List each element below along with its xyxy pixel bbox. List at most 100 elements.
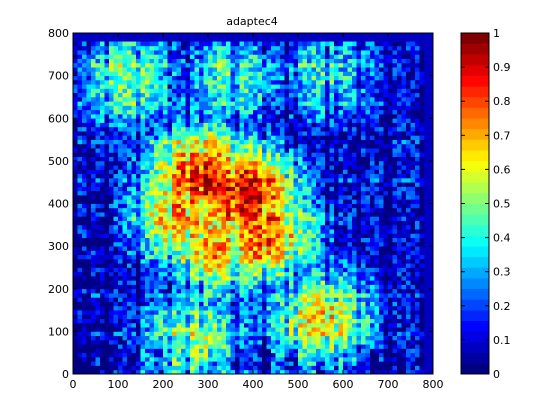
heatmap-cell <box>298 79 303 85</box>
heatmap-cell <box>176 263 182 268</box>
heatmap-cell <box>163 314 168 319</box>
heatmap-cell <box>298 241 303 247</box>
heatmap-cell <box>221 126 227 132</box>
heatmap-cell <box>257 229 263 234</box>
heatmap-cell <box>185 224 191 230</box>
heatmap-cell <box>208 131 213 136</box>
heatmap-cell <box>199 352 204 358</box>
heatmap-cell <box>352 267 357 273</box>
heatmap-cell <box>136 310 141 315</box>
heatmap-cell <box>221 220 227 226</box>
heatmap-cell <box>208 314 213 319</box>
heatmap-cell <box>275 246 281 251</box>
heatmap-cell <box>334 356 339 362</box>
heatmap-cell <box>136 237 141 243</box>
heatmap-cell <box>145 339 150 345</box>
heatmap-cell <box>73 352 78 358</box>
heatmap-cell <box>104 258 110 264</box>
heatmap-cell <box>154 301 159 307</box>
heatmap-cell <box>167 160 173 166</box>
heatmap-cell <box>167 54 173 59</box>
heatmap-cell <box>131 241 137 247</box>
heatmap-cell <box>91 75 96 81</box>
heatmap-cell <box>109 165 114 170</box>
heatmap-cell <box>212 246 218 251</box>
heatmap-cell <box>289 267 294 273</box>
heatmap-cell <box>199 113 204 119</box>
heatmap-cell <box>239 199 245 204</box>
heatmap-cell <box>91 220 96 226</box>
heatmap-cell <box>280 92 285 98</box>
heatmap-cell <box>221 327 227 332</box>
heatmap-cell <box>343 109 348 115</box>
heatmap-cell <box>289 297 294 302</box>
heatmap-cell <box>194 131 200 136</box>
heatmap-cell <box>140 122 146 128</box>
heatmap-cell <box>113 224 119 230</box>
heatmap-cell <box>298 318 303 324</box>
heatmap-cell <box>217 79 222 85</box>
heatmap-cell <box>316 207 321 213</box>
heatmap-cell <box>91 241 96 247</box>
heatmap-cell <box>253 263 258 268</box>
heatmap-cell <box>77 246 83 251</box>
heatmap-cell <box>275 54 281 59</box>
heatmap-cell <box>311 96 317 102</box>
heatmap-cell <box>347 135 353 140</box>
heatmap-cell <box>109 322 114 328</box>
heatmap-cell <box>253 339 258 345</box>
heatmap-cell <box>176 84 182 89</box>
heatmap-cell <box>199 365 204 371</box>
chart-title: adaptec4 <box>226 15 278 28</box>
heatmap-cell <box>352 216 357 221</box>
heatmap-cell <box>199 143 204 149</box>
heatmap-cell <box>86 280 92 285</box>
heatmap-cell <box>347 152 353 158</box>
heatmap-cell <box>149 310 155 315</box>
heatmap-cell <box>73 275 78 281</box>
heatmap-cell <box>208 344 213 349</box>
heatmap-cell <box>163 58 168 64</box>
heatmap-cell <box>104 92 110 98</box>
heatmap-cell <box>95 263 101 268</box>
heatmap-cell <box>208 122 213 128</box>
heatmap-cell <box>316 241 321 247</box>
heatmap-cell <box>77 173 83 179</box>
heatmap-cell <box>302 348 308 354</box>
heatmap-cell <box>185 156 191 162</box>
heatmap-cell <box>91 254 96 260</box>
heatmap-cell <box>253 54 258 59</box>
heatmap-cell <box>289 250 294 256</box>
heatmap-cell <box>127 327 132 332</box>
heatmap-cell <box>199 50 204 55</box>
heatmap-cell <box>293 288 299 294</box>
heatmap-cell <box>311 352 317 358</box>
heatmap-cell <box>145 275 150 281</box>
heatmap-cell <box>203 314 209 319</box>
heatmap-cell <box>118 156 123 162</box>
heatmap-cell <box>307 186 312 192</box>
heatmap-cell <box>289 122 294 128</box>
heatmap-cell <box>284 216 290 221</box>
heatmap-cell <box>73 118 78 123</box>
heatmap-cell <box>343 92 348 98</box>
heatmap-cell <box>167 75 173 81</box>
heatmap-cell <box>154 229 159 234</box>
heatmap-cell <box>356 220 362 226</box>
heatmap-cell <box>145 356 150 362</box>
heatmap-cell <box>203 58 209 64</box>
heatmap-cell <box>262 131 267 136</box>
heatmap-cell <box>158 173 164 179</box>
heatmap-cell <box>181 310 186 315</box>
heatmap-cell <box>262 241 267 247</box>
heatmap-cell <box>154 203 159 209</box>
heatmap-cell <box>77 190 83 196</box>
heatmap-cell <box>257 109 263 115</box>
heatmap-cell <box>302 271 308 277</box>
heatmap-cell <box>95 271 101 277</box>
heatmap-cell <box>352 327 357 332</box>
heatmap-cell <box>77 233 83 238</box>
heatmap-cell <box>352 229 357 234</box>
heatmap-cell <box>145 62 150 68</box>
heatmap-cell <box>149 237 155 243</box>
